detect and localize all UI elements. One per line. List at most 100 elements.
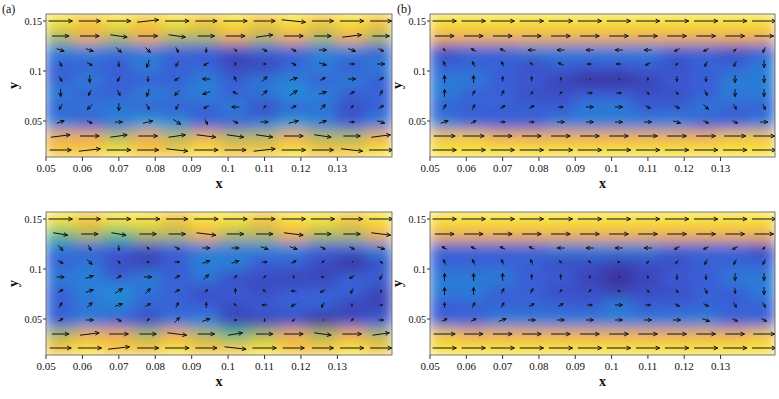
velocity-arrow	[312, 19, 333, 23]
speed-cell	[220, 99, 251, 116]
velocity-arrow	[169, 232, 185, 236]
speed-cell	[430, 14, 460, 30]
velocity-arrow	[558, 63, 563, 65]
velocity-arrow	[558, 106, 563, 108]
velocity-arrow	[350, 247, 355, 249]
velocity-arrow	[500, 247, 505, 249]
velocity-arrow	[639, 34, 658, 38]
velocity-arrow	[372, 233, 391, 237]
x-tick	[430, 355, 431, 359]
velocity-arrow	[694, 148, 717, 152]
speed-cell	[46, 340, 76, 355]
speed-cell	[336, 326, 367, 342]
speed-cell	[458, 99, 489, 116]
speed-cell	[74, 283, 105, 299]
plot-area	[46, 14, 392, 157]
velocity-arrow	[110, 332, 129, 336]
speed-cell	[632, 326, 663, 342]
speed-cell	[278, 312, 309, 329]
velocity-arrow	[665, 217, 688, 221]
velocity-arrow	[586, 48, 593, 51]
velocity-arrow	[50, 148, 71, 152]
velocity-arrow	[755, 34, 774, 38]
speed-cell	[603, 56, 634, 73]
speed-cell	[307, 14, 338, 30]
speed-cell	[749, 297, 775, 314]
x-tick-label: 0.06	[457, 162, 477, 174]
velocity-arrow	[557, 246, 564, 249]
plot-frame	[46, 212, 392, 355]
y-tick	[427, 319, 430, 320]
speed-cell	[603, 28, 634, 45]
speed-cell	[458, 297, 489, 314]
speed-cell	[603, 283, 634, 299]
velocity-arrow	[58, 261, 63, 263]
speed-cell	[191, 71, 222, 88]
speed-cell	[516, 42, 547, 58]
velocity-arrow	[348, 77, 355, 80]
speed-cell	[132, 42, 163, 58]
velocity-arrow	[615, 246, 622, 249]
velocity-arrow	[607, 346, 630, 350]
velocity-arrow	[763, 260, 765, 265]
velocity-arrow	[381, 290, 382, 292]
velocity-arrow	[433, 217, 456, 221]
velocity-arrow	[551, 232, 570, 236]
velocity-arrow	[291, 304, 296, 306]
velocity-arrow	[147, 261, 149, 262]
velocity-arrow	[78, 346, 101, 350]
panel: 0.050.060.070.080.090.10.110.120.130.050…	[390, 2, 776, 191]
x-tick-label: 0.11	[255, 162, 274, 174]
velocity-arrow	[589, 79, 591, 80]
speed-cell	[545, 269, 576, 286]
speed-cell	[132, 240, 163, 256]
speed-cell	[103, 85, 134, 101]
velocity-arrow	[733, 121, 738, 123]
speed-cell	[603, 297, 634, 314]
velocity-arrow	[320, 105, 325, 110]
velocity-arrow	[442, 247, 447, 249]
speed-cell	[307, 326, 338, 342]
velocity-arrow	[551, 134, 570, 138]
velocity-arrow	[256, 332, 272, 336]
velocity-arrow	[501, 260, 503, 265]
velocity-arrow	[86, 289, 93, 292]
speed-cell	[220, 226, 251, 243]
speed-cell	[307, 254, 338, 271]
speed-cell	[336, 312, 367, 329]
speed-cell	[74, 340, 105, 355]
speed-cell	[103, 114, 134, 131]
speed-cell	[132, 254, 163, 271]
speed-cell	[632, 297, 663, 314]
velocity-arrow	[463, 134, 484, 138]
speed-cell	[603, 226, 634, 243]
speed-cell	[720, 56, 751, 73]
velocity-arrow	[203, 77, 210, 80]
velocity-arrow	[343, 332, 362, 336]
velocity-arrow	[673, 318, 680, 321]
velocity-arrow	[551, 332, 570, 336]
speed-cell	[749, 14, 775, 30]
speed-cell	[220, 254, 251, 271]
velocity-arrow	[86, 49, 93, 52]
velocity-arrow	[57, 120, 64, 123]
velocity-arrow	[607, 19, 630, 23]
x-tick-label: 0.12	[675, 162, 694, 174]
velocity-arrow	[234, 304, 236, 306]
y-axis-label: y	[6, 82, 21, 89]
velocity-arrow	[348, 49, 355, 52]
velocity-arrow	[578, 217, 601, 221]
plot-frame	[46, 14, 392, 157]
velocity-arrow	[233, 121, 238, 123]
velocity-arrow	[586, 105, 593, 108]
speed-cell	[574, 56, 605, 73]
speed-cell	[516, 269, 547, 286]
velocity-arrow	[493, 34, 512, 38]
velocity-arrow	[499, 318, 506, 321]
x-tick-label: 0.11	[638, 360, 657, 372]
plot-area	[430, 14, 775, 157]
speed-cell	[46, 85, 76, 101]
speed-cell	[720, 99, 751, 116]
speed-cell	[74, 297, 105, 314]
speed-cell	[516, 212, 547, 228]
